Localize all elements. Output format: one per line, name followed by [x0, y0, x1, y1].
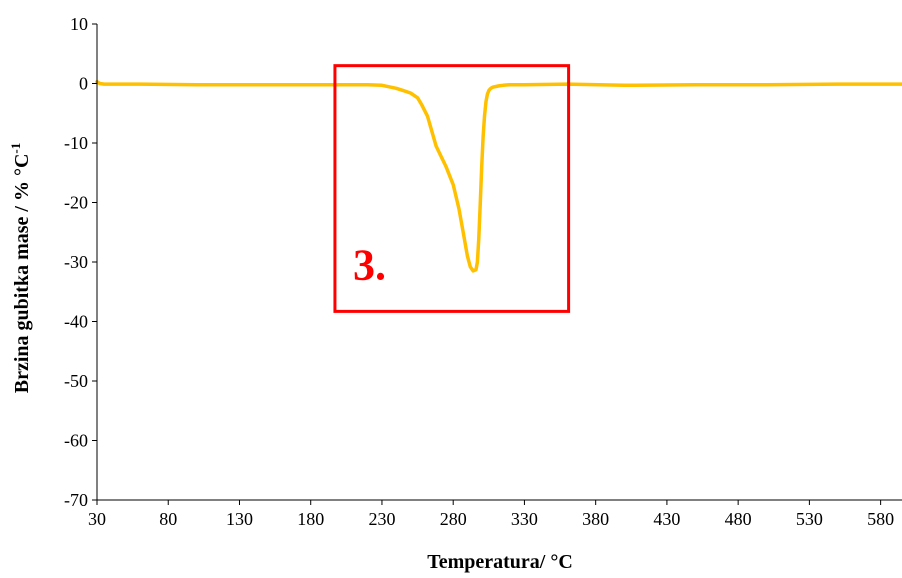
y-tick-label: -10	[64, 133, 88, 153]
y-tick-label: -50	[64, 371, 88, 391]
highlight-label: 3.	[353, 241, 386, 290]
x-tick-label: 530	[796, 509, 823, 529]
x-tick-label: 130	[226, 509, 253, 529]
x-tick-label: 30	[88, 509, 106, 529]
y-tick-label: -40	[64, 312, 88, 332]
y-tick-label: -70	[64, 490, 88, 510]
x-axis-ticks: 30 80 130 180 230 280 330 380 430 480 530 580	[88, 500, 894, 529]
y-axis-title-main: Brzina gubitka mase / % °C	[11, 154, 33, 394]
x-tick-label: 80	[159, 509, 177, 529]
x-tick-label: 180	[297, 509, 324, 529]
y-axis-title-superscript: -1	[8, 143, 23, 154]
x-axis-title: Temperatura/ °C	[427, 551, 573, 573]
y-axis-ticks: 10 0 -10 -20 -30 -40 -50 -60 -70	[64, 14, 97, 510]
plot-area: 3.	[95, 64, 902, 313]
x-tick-label: 380	[582, 509, 609, 529]
y-tick-label: -60	[64, 431, 88, 451]
x-tick-label: 430	[653, 509, 680, 529]
y-tick-label: 0	[79, 74, 88, 94]
highlight-box	[333, 64, 571, 313]
y-tick-label: -30	[64, 252, 88, 272]
series-line	[95, 79, 902, 273]
x-tick-label: 280	[440, 509, 467, 529]
y-tick-label: 10	[70, 14, 88, 34]
x-tick-label: 480	[725, 509, 752, 529]
y-tick-label: -20	[64, 193, 88, 213]
x-tick-label: 230	[368, 509, 395, 529]
x-tick-label: 330	[511, 509, 538, 529]
x-tick-label: 580	[867, 509, 894, 529]
y-axis-title: Brzina gubitka mase / % °C-1	[8, 143, 33, 394]
